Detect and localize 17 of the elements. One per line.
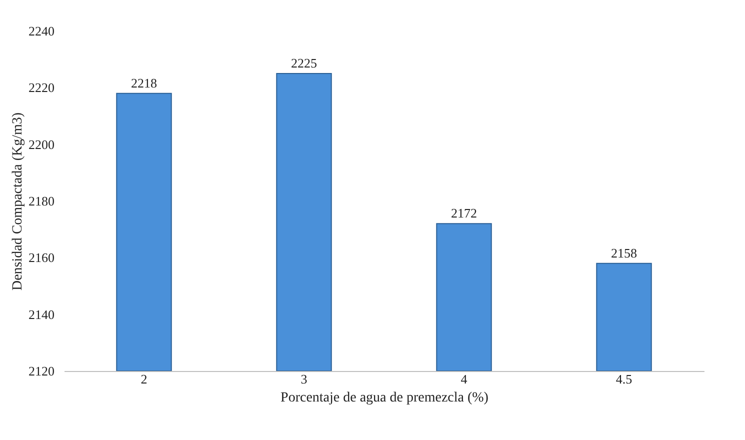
- y-tick-label: 2200: [28, 136, 54, 152]
- y-tick-label: 2220: [28, 80, 54, 96]
- data-label: 2158: [611, 245, 637, 260]
- x-tick-label: 2: [140, 372, 148, 386]
- x-axis-title: Porcentaje de agua de premezcla (%): [280, 390, 489, 406]
- x-tick-label: 4: [460, 372, 468, 386]
- data-label: 2218: [131, 75, 157, 90]
- x-tick-label: 3: [300, 372, 308, 386]
- data-label: 2225: [291, 56, 317, 70]
- y-axis-title: Densidad Compactada (Kg/m3): [10, 112, 26, 291]
- y-tick-label: 2120: [28, 364, 54, 378]
- y-tick-label: 2180: [28, 194, 54, 208]
- x-tick-label: 4.5: [616, 372, 632, 386]
- y-tick-label: 2160: [28, 250, 54, 266]
- y-tick-label: 2240: [28, 24, 54, 38]
- data-label: 2172: [451, 206, 477, 221]
- y-tick-label: 2140: [28, 306, 54, 322]
